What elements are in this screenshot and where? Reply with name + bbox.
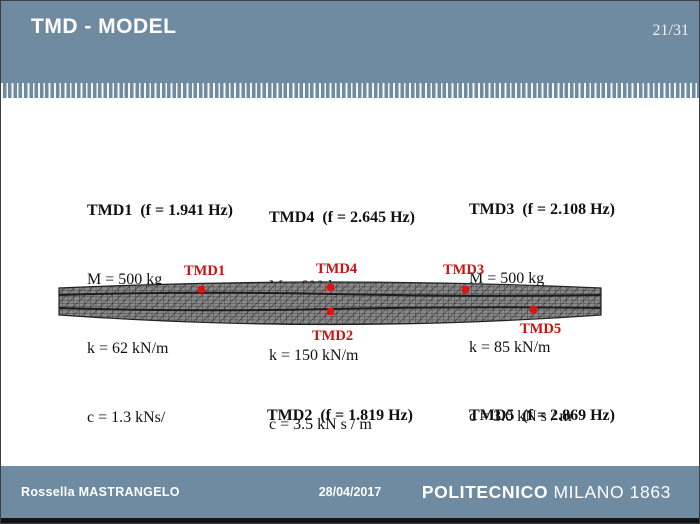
tmd3-stiffness: k = 85 kN/m [469,339,551,356]
tmd1-marker [198,286,205,293]
slide-header: TMD - MODEL 21/31 [1,1,699,83]
tmd3-marker [462,286,469,293]
tmd4-title: TMD4 (f = 2.645 Hz) [269,209,415,226]
tmd1-stiffness: k = 62 kN/m [87,340,169,357]
tmd3-damping: c = 3.0 kN s / m [469,408,572,425]
slide-footer: Rossella MASTRANGELO 28/04/2017 POLITECN… [1,466,699,518]
tmd2-title: TMD2 (f = 1.819 Hz) [267,407,413,424]
bottom-black-strip [1,518,699,523]
tmd1-damping: c = 1.3 kNs/ [87,409,166,426]
tmd5-marker [530,306,537,313]
logo-text-bold: POLITECNICO [421,481,549,502]
slide-date: 28/04/2017 [318,485,382,499]
tmd3-parameters: TMD3 (f = 2.108 Hz) M = 500 kg k = 85 kN… [469,152,615,474]
page-number: 21/31 [652,22,689,39]
author-name: Rossella MASTRANGELO [21,485,180,499]
tmd3-title: TMD3 (f = 2.108 Hz) [469,201,615,218]
decorative-stripe-band [1,83,699,98]
tmd3-mass: M = 500 kg [469,270,545,287]
tmd1-mesh-label: TMD1 [184,263,226,279]
tmd2-marker [327,308,334,315]
tmd5-title: TMD5 (f = 2.869 Hz) [469,407,615,424]
tmd3-mesh-label: TMD3 [443,262,485,278]
tmd4-marker [327,284,334,291]
politecnico-milano-logo: POLITECNICO MILANO 1863 [422,466,671,518]
tmd4-mesh-label: TMD4 [316,261,358,277]
tmd4-stiffness: k = 150 kN/m [269,347,359,364]
tmd5-mesh-label: TMD5 [520,321,562,337]
tmd4-damping: c = 3.5 kN s / m [269,416,372,433]
tmd2-mesh-label: TMD2 [312,328,354,344]
tmd1-parameters: TMD1 (f = 1.941 Hz) M = 500 kg k = 62 kN… [87,153,233,475]
tmd1-mass: M = 500 kg [87,271,163,288]
tmd1-title: TMD1 (f = 1.941 Hz) [87,202,233,219]
slide-title: TMD - MODEL [31,15,177,38]
logo-text-light: MILANO 1863 [548,481,671,502]
